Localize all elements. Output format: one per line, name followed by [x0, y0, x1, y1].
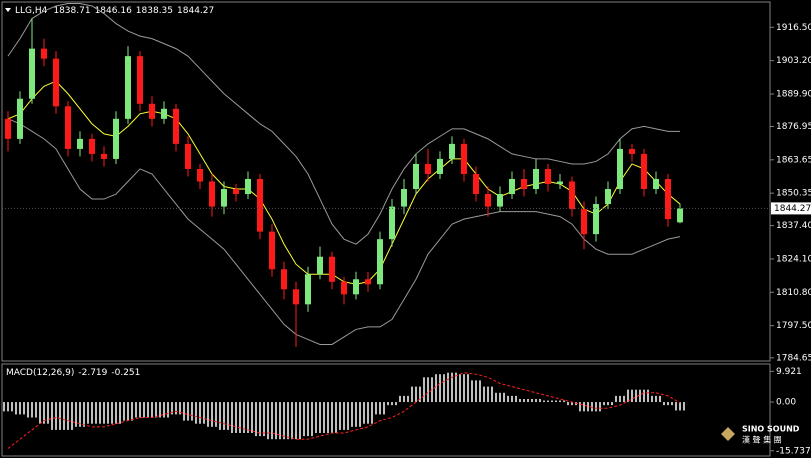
y-tick-label: -15.737	[776, 446, 811, 456]
candle-body	[197, 168, 203, 182]
open-value: 1838.71	[53, 6, 90, 16]
bollinger-band	[7, 3, 680, 245]
logo-chinese: 漢 聲 集 團	[742, 435, 782, 445]
y-tick-label: 1916.50	[776, 23, 811, 33]
y-tick-label: 1837.40	[776, 221, 811, 231]
candle-body	[461, 143, 467, 174]
y-tick-label: 1876.95	[776, 122, 811, 132]
candle-body	[401, 189, 407, 207]
candle-body	[413, 163, 419, 190]
candle-body	[497, 194, 503, 207]
candle-body	[449, 143, 455, 159]
logo-name: SINO SOUND	[742, 425, 800, 434]
candle-body	[65, 106, 71, 149]
moving-average	[7, 80, 681, 285]
y-tick-label: 9.921	[776, 367, 802, 377]
candle-body	[17, 98, 23, 139]
candle-body	[77, 138, 83, 149]
candle-body	[389, 206, 395, 240]
candle-body	[161, 108, 167, 119]
bollinger-band	[7, 118, 681, 345]
candle-body	[41, 48, 47, 59]
y-tick-label: 1810.80	[776, 288, 811, 298]
price-tag	[771, 202, 811, 215]
candle-body	[53, 58, 59, 107]
candle-body	[209, 181, 215, 207]
candle-body	[29, 48, 35, 99]
candle-body	[125, 56, 131, 119]
candle-body	[257, 178, 263, 232]
candle-body	[269, 231, 275, 270]
high-value: 1846.16	[95, 6, 132, 16]
candle-body	[293, 289, 299, 305]
candle-body	[437, 158, 443, 174]
candle-body	[137, 56, 143, 104]
y-tick-label: 1863.65	[776, 155, 811, 165]
candle-body	[101, 153, 107, 159]
logo: SINO SOUND 漢 聲 集 團	[721, 425, 800, 445]
candle-body	[329, 256, 335, 282]
logo-icon	[721, 427, 735, 441]
macd-title: MACD(12,26,9)	[6, 368, 74, 378]
y-tick-label: 1889.90	[776, 90, 811, 100]
candle-body	[581, 209, 587, 235]
candle-body	[593, 204, 599, 235]
candle-body	[317, 256, 323, 275]
candle-body	[173, 108, 179, 144]
candle-body	[641, 153, 647, 190]
signal-value: -0.251	[111, 368, 140, 378]
candle-body	[521, 178, 527, 190]
candle-body	[533, 168, 539, 190]
candle-body	[341, 281, 347, 295]
y-tick-label: 1797.50	[776, 321, 811, 331]
candle-body	[485, 194, 491, 207]
macd-header: MACD(12,26,9) -2.719 -0.251	[6, 368, 140, 378]
candle-body	[557, 181, 563, 185]
candle-body	[473, 173, 479, 195]
close-value: 1844.27	[177, 6, 214, 16]
candle-body	[281, 269, 287, 290]
candle-body	[365, 279, 371, 285]
candle-body	[113, 118, 119, 159]
macd-panel	[1, 363, 771, 457]
candle-body	[653, 178, 659, 190]
candle-body	[605, 189, 611, 205]
y-tick-label: 0.00	[776, 398, 796, 408]
candle-body	[353, 279, 359, 295]
candle-body	[509, 178, 515, 195]
candle-body	[221, 189, 227, 207]
y-tick-label: 1903.20	[776, 56, 811, 66]
candle-body	[629, 148, 635, 154]
candle-body	[665, 178, 671, 220]
macd-value: -2.719	[78, 368, 107, 378]
candle-body	[149, 103, 155, 119]
candle-body	[545, 168, 551, 185]
candle-body	[617, 148, 623, 190]
candle-body	[305, 274, 311, 305]
candle-body	[89, 138, 95, 154]
y-tick-label: 1784.65	[776, 353, 811, 363]
candle-body	[245, 178, 251, 195]
candle-body	[677, 208, 683, 223]
low-value: 1838.35	[136, 6, 173, 16]
candle-body	[233, 189, 239, 195]
y-tick-label: 1850.35	[776, 189, 811, 199]
candle-body	[425, 163, 431, 174]
main-panel	[1, 1, 771, 362]
candle-body	[5, 118, 11, 139]
candle-body	[569, 181, 575, 210]
y-tick-label: 1824.10	[776, 254, 811, 264]
menu-arrow[interactable]	[5, 8, 11, 12]
symbol: LLG,H4	[15, 6, 48, 16]
candle-body	[185, 143, 191, 169]
current-price: 1844.27	[774, 204, 811, 214]
header: LLG,H4 1838.71 1846.16 1838.35 1844.27	[15, 6, 214, 16]
signal-line	[7, 372, 681, 449]
candle-body	[377, 239, 383, 285]
